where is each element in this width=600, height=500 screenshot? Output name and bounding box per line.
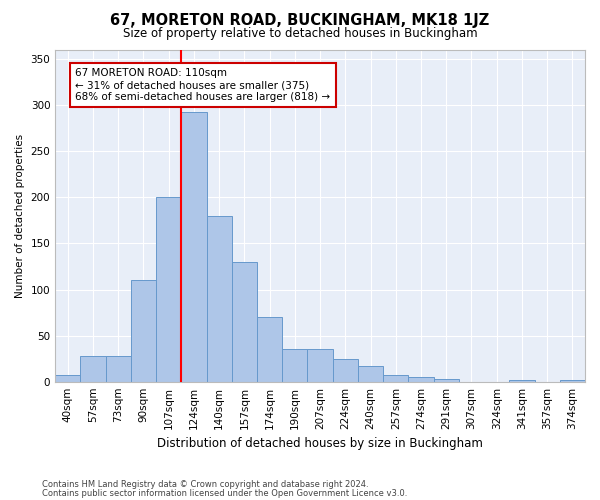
Text: Size of property relative to detached houses in Buckingham: Size of property relative to detached ho… [122, 28, 478, 40]
Bar [282, 350, 307, 382]
Bar [332, 358, 358, 382]
Bar [358, 366, 383, 382]
Bar [232, 262, 257, 382]
Bar [307, 350, 332, 382]
X-axis label: Distribution of detached houses by size in Buckingham: Distribution of detached houses by size … [157, 437, 483, 450]
Bar [509, 380, 535, 382]
Text: Contains HM Land Registry data © Crown copyright and database right 2024.: Contains HM Land Registry data © Crown c… [42, 480, 368, 489]
Text: Contains public sector information licensed under the Open Government Licence v3: Contains public sector information licen… [42, 488, 407, 498]
Bar [434, 379, 459, 382]
Bar [560, 380, 585, 382]
Bar [156, 198, 181, 382]
Bar [80, 356, 106, 382]
Text: 67, MORETON ROAD, BUCKINGHAM, MK18 1JZ: 67, MORETON ROAD, BUCKINGHAM, MK18 1JZ [110, 12, 490, 28]
Bar [383, 375, 409, 382]
Bar [106, 356, 131, 382]
Bar [257, 317, 282, 382]
Bar [206, 216, 232, 382]
Text: 67 MORETON ROAD: 110sqm
← 31% of detached houses are smaller (375)
68% of semi-d: 67 MORETON ROAD: 110sqm ← 31% of detache… [76, 68, 331, 102]
Y-axis label: Number of detached properties: Number of detached properties [15, 134, 25, 298]
Bar [409, 377, 434, 382]
Bar [181, 112, 206, 382]
Bar [55, 375, 80, 382]
Bar [131, 280, 156, 382]
